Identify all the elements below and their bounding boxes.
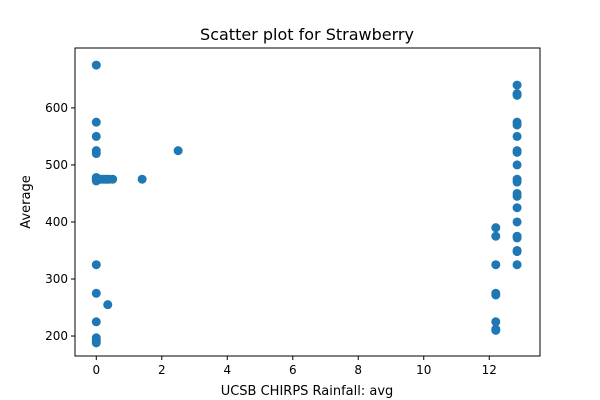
data-point-26	[491, 223, 501, 233]
data-point-24	[137, 174, 147, 184]
y-axis-ticks: 200 300 400 500 600	[45, 101, 75, 343]
data-point-2	[91, 131, 101, 141]
data-point-22	[108, 174, 118, 184]
data-point-47	[512, 203, 522, 213]
x-tick-label-10: 10	[416, 363, 431, 377]
data-point-36	[512, 90, 522, 100]
data-point-34	[512, 80, 522, 90]
data-point-50	[512, 233, 522, 243]
data-point-25	[173, 146, 183, 156]
data-point-30	[491, 290, 501, 300]
y-axis-label: Average	[19, 175, 34, 228]
data-point-42	[512, 160, 522, 170]
y-tick-label-300: 300	[45, 272, 68, 286]
x-tick-label-8: 8	[354, 363, 362, 377]
x-tick-label-12: 12	[482, 363, 497, 377]
y-tick-label-200: 200	[45, 329, 68, 343]
data-points	[91, 60, 522, 348]
data-point-4	[91, 149, 101, 159]
data-point-27	[491, 231, 501, 241]
data-point-23	[103, 300, 113, 310]
x-tick-label-2: 2	[158, 363, 166, 377]
data-point-41	[512, 147, 522, 157]
y-tick-label-500: 500	[45, 158, 68, 172]
data-point-38	[512, 120, 522, 130]
data-point-13	[91, 338, 101, 348]
x-axis-ticks: 0 2 4 6 8 10 12	[92, 356, 497, 377]
x-tick-label-6: 6	[289, 363, 297, 377]
data-point-28	[491, 260, 501, 270]
data-point-1	[91, 117, 101, 127]
data-point-53	[512, 260, 522, 270]
x-tick-label-4: 4	[223, 363, 231, 377]
data-point-39	[512, 131, 522, 141]
y-tick-label-400: 400	[45, 215, 68, 229]
chart-title: Scatter plot for Strawberry	[200, 25, 414, 44]
x-axis-label: UCSB CHIRPS Rainfall: avg	[221, 384, 394, 399]
data-point-46	[512, 191, 522, 201]
data-point-48	[512, 217, 522, 227]
data-point-52	[512, 247, 522, 257]
data-point-33	[491, 325, 501, 335]
x-tick-label-0: 0	[92, 363, 100, 377]
data-point-8	[91, 260, 101, 270]
data-point-10	[91, 317, 101, 327]
y-tick-label-600: 600	[45, 101, 68, 115]
data-point-31	[491, 317, 501, 327]
data-point-9	[91, 288, 101, 298]
data-point-44	[512, 177, 522, 187]
data-point-0	[91, 60, 101, 70]
plot-frame	[74, 47, 541, 357]
